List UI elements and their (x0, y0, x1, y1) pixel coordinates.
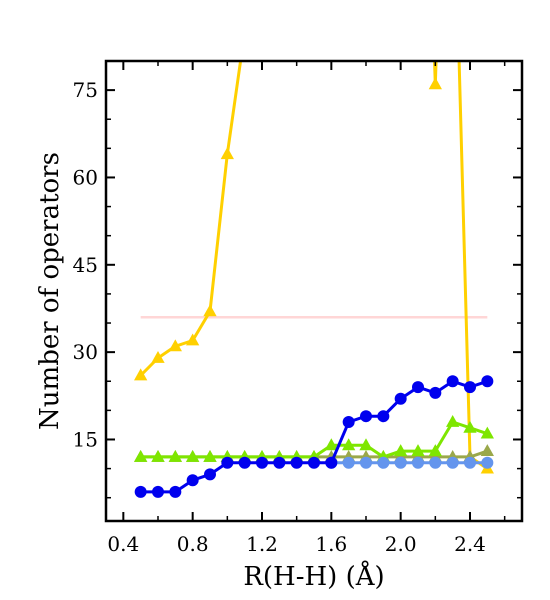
data-point (394, 444, 408, 457)
data-point (273, 456, 286, 469)
data-point (411, 444, 425, 457)
data-point (238, 456, 251, 469)
data-point (342, 456, 355, 469)
y-tick-label: 60 (73, 165, 98, 189)
data-point (169, 485, 182, 498)
data-point (134, 485, 147, 498)
data-point (342, 438, 356, 451)
data-point (220, 147, 234, 160)
data-point (290, 456, 303, 469)
data-point (360, 456, 372, 469)
data-point (151, 449, 165, 462)
x-tick-label: 2.0 (385, 532, 417, 556)
series-4 (325, 456, 494, 469)
tick-label-layer: 0.4 0.8 1.2 1.6 2.0 2.4 15 30 45 60 75 (73, 78, 486, 556)
data-point (463, 420, 477, 433)
data-point (151, 350, 165, 363)
data-point (429, 386, 442, 399)
data-point (186, 449, 200, 462)
data-point (203, 304, 217, 317)
y-tick-label: 75 (73, 78, 98, 102)
x-tick-label: 1.2 (246, 532, 278, 556)
data-point (238, 25, 251, 37)
data-point (186, 333, 200, 346)
series-5 (134, 375, 494, 498)
data-point (394, 392, 407, 405)
data-point (412, 456, 424, 469)
x-axis-title: R(H-H) (Å) (243, 560, 384, 592)
data-point (412, 381, 424, 394)
x-tick-label: 1.6 (315, 532, 347, 556)
data-point (203, 449, 217, 462)
data-point (428, 77, 442, 90)
data-point (360, 410, 372, 423)
data-point (152, 485, 164, 498)
data-point (308, 456, 320, 469)
data-point (377, 456, 390, 469)
data-point (221, 456, 234, 469)
data-point (446, 375, 459, 388)
data-point (446, 415, 460, 427)
data-point (464, 456, 476, 469)
y-tick-label: 30 (73, 340, 98, 364)
plot-frame (104, 59, 524, 523)
data-point (134, 368, 148, 381)
data-point (428, 444, 442, 457)
data-point (324, 438, 338, 451)
data-point (342, 416, 355, 429)
data-point (134, 449, 148, 462)
series-1 (134, 25, 494, 474)
series-layer (134, 25, 494, 498)
series-3 (134, 415, 494, 462)
data-point (168, 339, 182, 352)
tick-layer (106, 61, 522, 521)
data-point (168, 449, 182, 462)
data-point (256, 456, 268, 469)
x-tick-label: 0.4 (107, 532, 139, 556)
data-point (429, 456, 442, 469)
data-point (480, 426, 494, 439)
data-point (480, 444, 494, 457)
data-point (394, 456, 407, 469)
data-point (325, 456, 338, 469)
data-point (186, 474, 199, 487)
y-tick-label: 45 (73, 253, 98, 277)
data-point (481, 375, 494, 388)
y-axis-title: Number of operators (35, 152, 65, 430)
x-tick-label: 2.4 (454, 532, 486, 556)
data-point (204, 468, 216, 481)
data-point (359, 438, 373, 451)
y-tick-label: 15 (73, 427, 98, 451)
x-tick-label: 0.8 (177, 532, 209, 556)
data-point (464, 381, 476, 394)
data-point (446, 456, 459, 469)
data-point (481, 456, 494, 469)
data-point (377, 410, 390, 423)
